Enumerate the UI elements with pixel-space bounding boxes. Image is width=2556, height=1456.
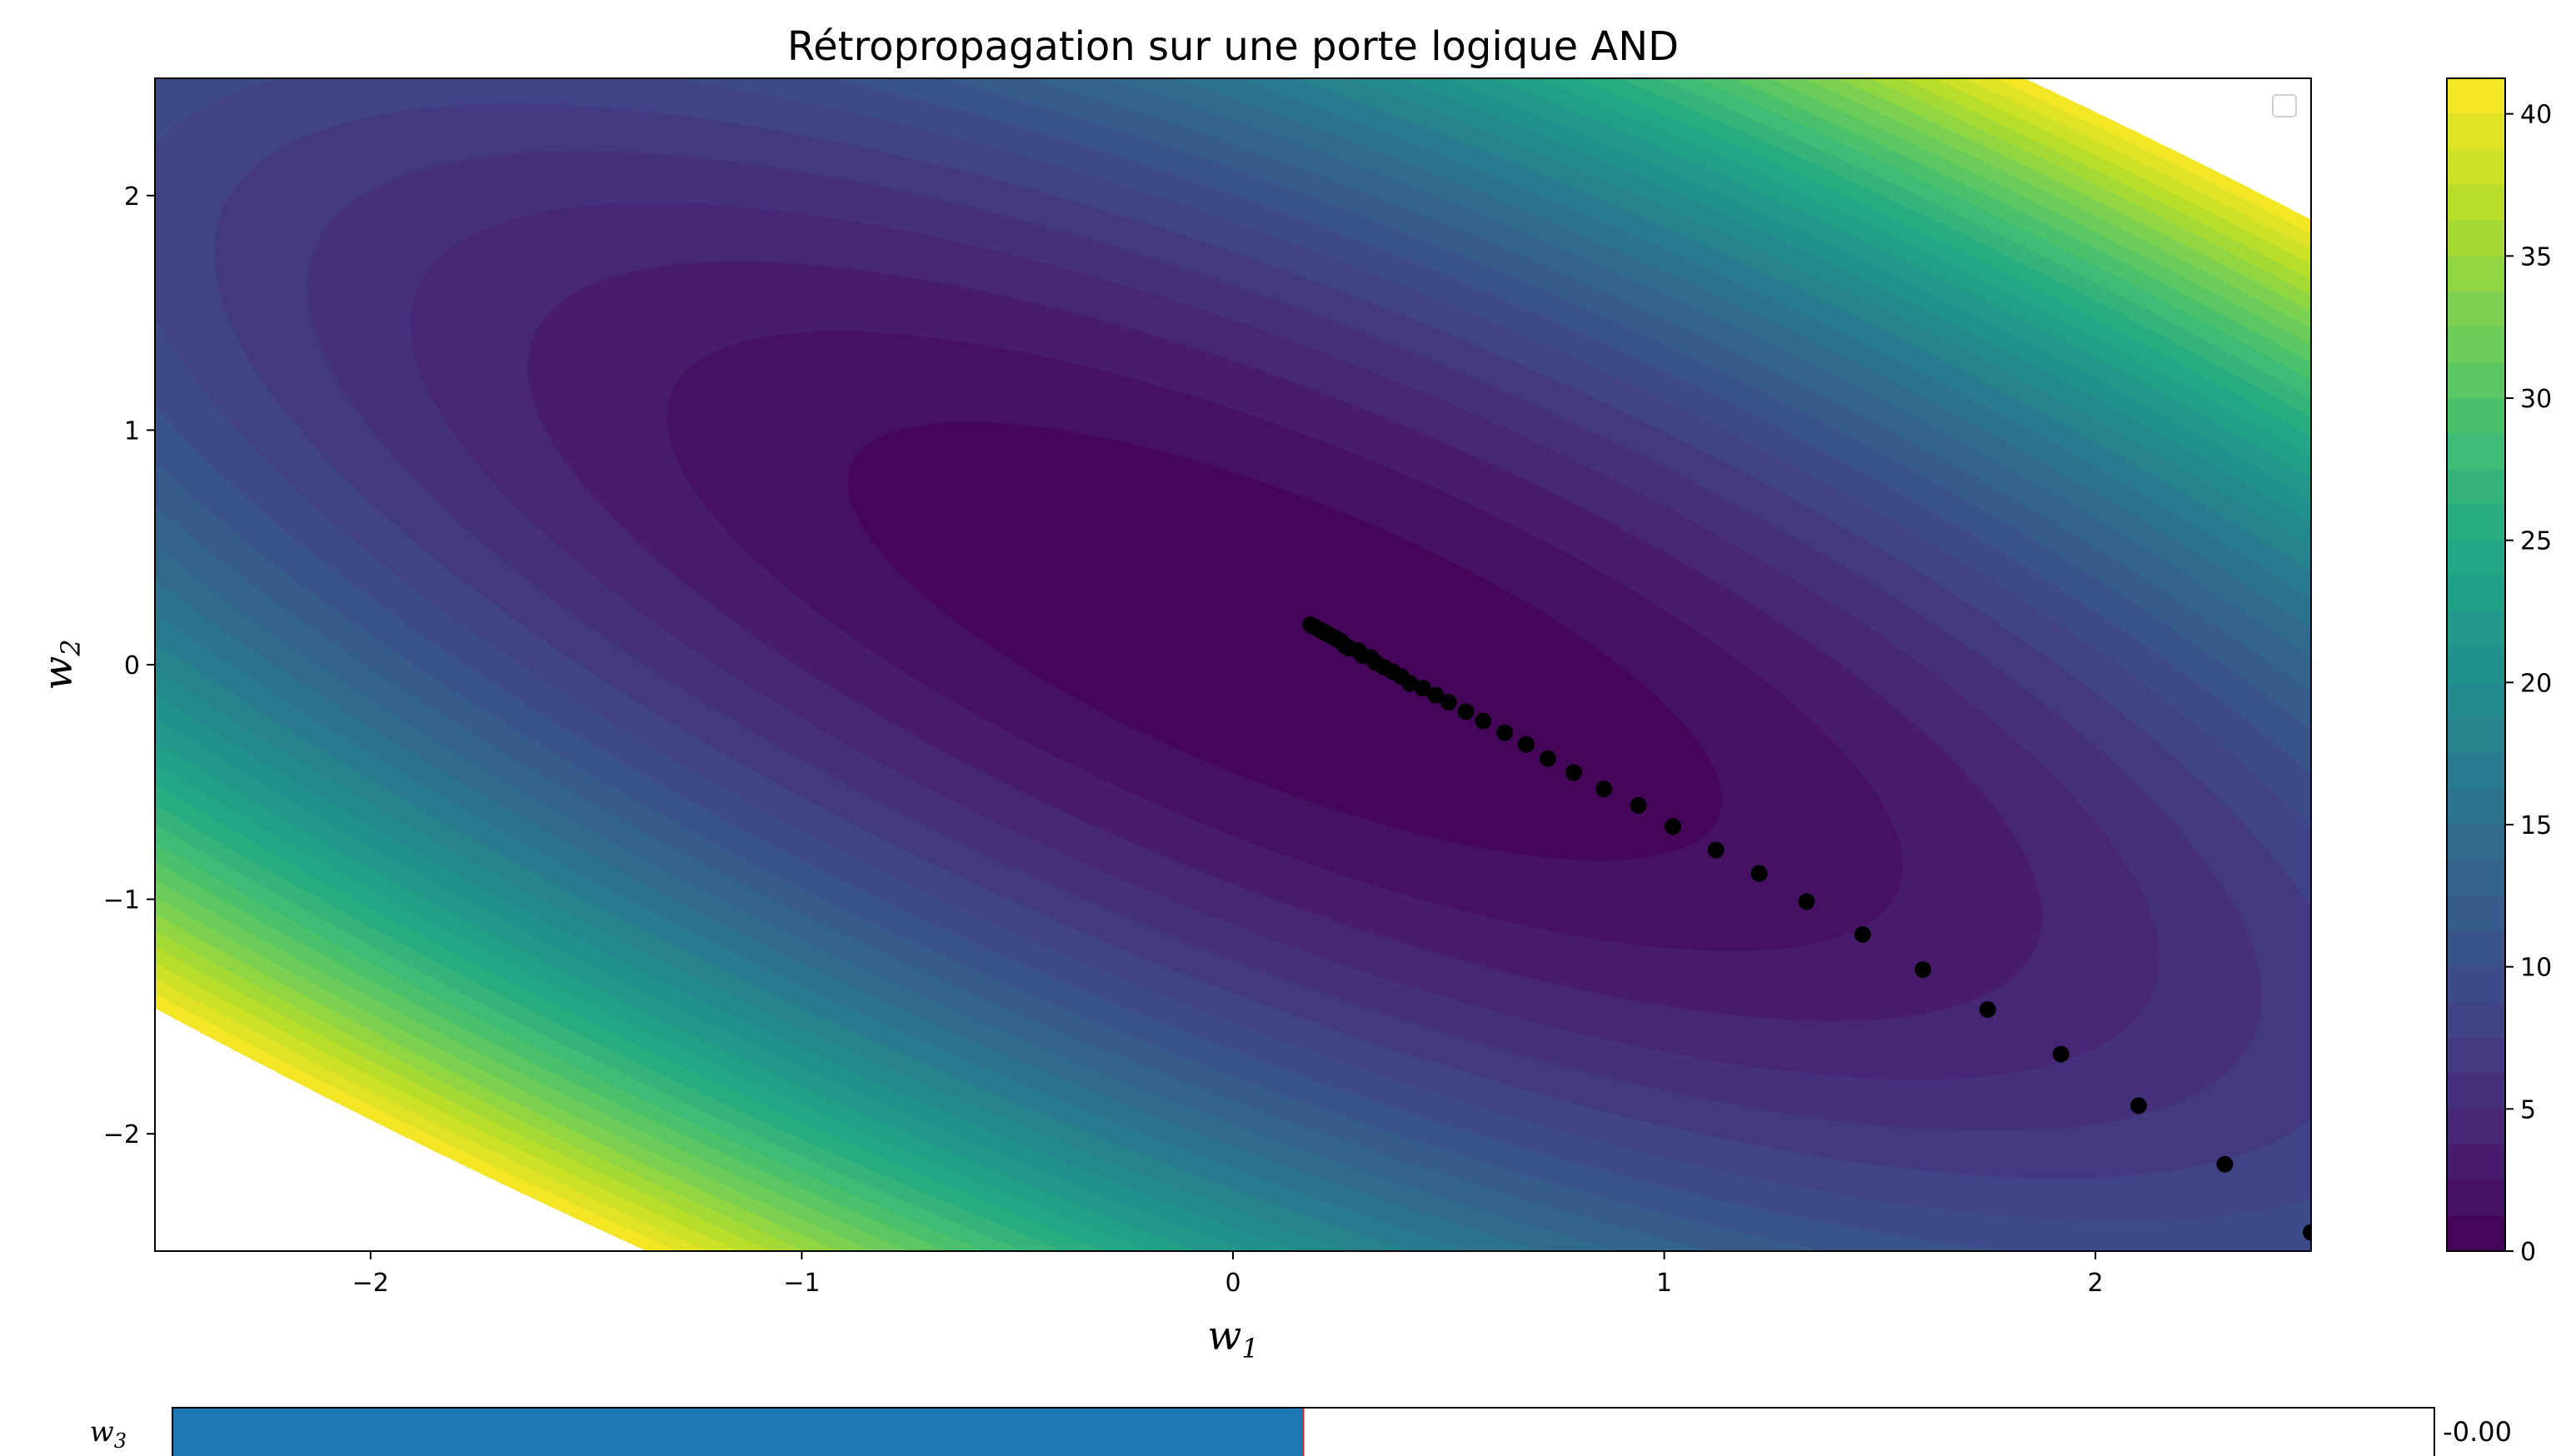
y-tick-label: 2 — [124, 182, 140, 212]
colorbar-tick-label: 35 — [2520, 242, 2552, 272]
x-axis-label: w1 — [1207, 1313, 1258, 1364]
trajectory-point — [2129, 1097, 2147, 1114]
trajectory-point — [2303, 1224, 2311, 1241]
trajectory-point — [1475, 712, 1492, 730]
trajectory-point — [1517, 735, 1535, 753]
x-tick-label: −2 — [352, 1269, 389, 1298]
trajectory-point — [1496, 724, 1514, 741]
x-axis: −2 −1 0 1 2 — [352, 1251, 2104, 1298]
trajectory-point — [1707, 841, 1725, 859]
colorbar-tick-label: 20 — [2520, 669, 2552, 698]
trajectory-point — [1427, 686, 1445, 704]
y-axis-label: w2 — [35, 639, 87, 690]
trajectory-point — [1854, 925, 1871, 943]
chart-title: Rétropropagation sur une porte logique A… — [787, 23, 1679, 70]
trajectory-point — [1539, 750, 1556, 767]
slider-label: w3 — [90, 1415, 127, 1453]
trajectory-point — [1565, 764, 1582, 781]
colorbar-tick-label: 5 — [2520, 1095, 2536, 1124]
plot-area — [154, 77, 2312, 1252]
trajectory-point — [1595, 780, 1613, 798]
y-tick-label: −2 — [103, 1120, 140, 1149]
colorbar-tick-label: 10 — [2520, 954, 2552, 983]
trajectory-point — [1302, 616, 1320, 634]
trajectory-point — [1664, 818, 1681, 835]
colorbar-tick-label: 30 — [2520, 385, 2552, 414]
x-tick-label: 2 — [2088, 1269, 2104, 1298]
y-tick-label: −1 — [103, 886, 140, 915]
y-axis: −2 −1 0 1 2 — [103, 182, 155, 1149]
slider-value: -0.00 — [2443, 1416, 2512, 1448]
backprop-trajectory — [1302, 616, 2311, 1241]
slider-fill — [173, 1409, 1304, 1456]
trajectory-point — [2052, 1045, 2069, 1063]
trajectory-point — [1457, 703, 1475, 721]
x-tick-label: −1 — [783, 1269, 820, 1298]
colorbar-tick-label: 0 — [2520, 1238, 2536, 1267]
y-tick-label: 0 — [124, 651, 140, 681]
trajectory-point — [1440, 694, 1457, 711]
colorbar: 0 5 10 15 20 25 30 35 40 — [2446, 77, 2552, 1267]
x-tick-label: 1 — [1656, 1269, 1672, 1298]
trajectory-point — [1750, 865, 1768, 882]
legend-box — [2272, 94, 2297, 117]
y-tick-label: 1 — [124, 416, 140, 446]
colorbar-tick-label: 15 — [2520, 811, 2552, 840]
trajectory-point — [1915, 961, 1932, 979]
trajectory-point — [1630, 796, 1647, 814]
w3-slider[interactable]: w3 -0.00 — [90, 1407, 2512, 1456]
colorbar-tick-label: 25 — [2520, 527, 2552, 556]
colorbar-tick-label: 40 — [2520, 101, 2552, 130]
x-tick-label: 0 — [1225, 1269, 1241, 1298]
trajectory-point — [1414, 680, 1431, 697]
trajectory-point — [1798, 893, 1815, 910]
trajectory-point — [2216, 1155, 2234, 1173]
trajectory-point — [1979, 1000, 1996, 1018]
contour-surface — [155, 78, 2311, 1251]
